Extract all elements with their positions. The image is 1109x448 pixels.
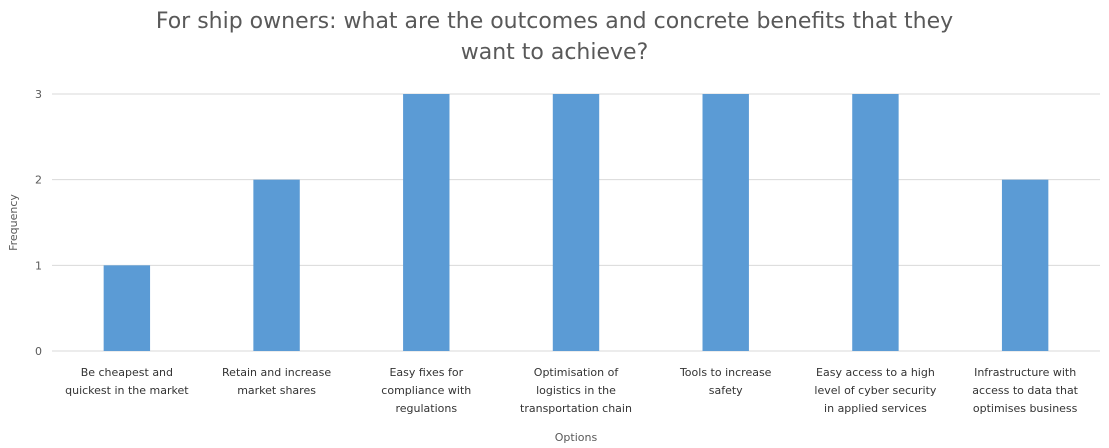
x-category-label-line: access to data that (972, 384, 1078, 397)
x-category-label-line: market shares (237, 384, 316, 397)
chart-title-line-1: For ship owners: what are the outcomes a… (155, 9, 954, 34)
x-category-label-line: Tools to increase (679, 366, 772, 379)
x-category-label: Optimisation of logistics in the transport… (520, 366, 632, 415)
x-category-label-line: level of cyber security (814, 384, 936, 397)
bars (103, 94, 1049, 351)
y-tick-label: 1 (35, 259, 42, 272)
x-category-label-line: Retain and increase (222, 366, 331, 379)
x-category-label: Easy access to a high level of cyber secu… (814, 366, 936, 415)
y-axis-ticks: 0 1 2 3 (35, 88, 42, 358)
x-category-label-line: logistics in the (536, 384, 616, 397)
bar (403, 94, 450, 351)
x-category-label-line: optimises business (973, 402, 1078, 415)
y-tick-label: 2 (35, 174, 42, 187)
x-category-label-line: Easy fixes for (389, 366, 463, 379)
bar (702, 94, 749, 351)
x-category-label-line: regulations (395, 402, 457, 415)
chart-title: For ship owners: what are the outcomes a… (0, 6, 1109, 68)
x-category-label-line: Easy access to a high (816, 366, 935, 379)
y-tick-label: 0 (35, 345, 42, 358)
y-tick-label: 3 (35, 88, 42, 101)
bar (253, 179, 300, 351)
bar (852, 94, 899, 351)
x-axis-categories: Be cheapest and quickest in the market Ret… (65, 366, 1079, 415)
x-category-label: Be cheapest and quickest in the market (65, 366, 189, 397)
y-axis-title: Frequency (7, 194, 20, 251)
x-category-label-line: transportation chain (520, 402, 632, 415)
x-category-label: Tools to increase safety (679, 366, 772, 397)
x-axis-title: Options (555, 431, 598, 444)
bar (103, 265, 151, 351)
x-category-label-line: Infrastructure with (974, 366, 1076, 379)
x-category-label-line: Optimisation of (534, 366, 620, 379)
x-category-label: Retain and increase market shares (222, 366, 331, 397)
x-category-label-line: compliance with (381, 384, 471, 397)
bar (552, 94, 600, 351)
x-category-label: Infrastructure with access to data that op… (972, 366, 1078, 415)
x-category-label-line: quickest in the market (65, 384, 189, 397)
x-category-label-line: in applied services (824, 402, 927, 415)
x-category-label-line: Be cheapest and (81, 366, 173, 379)
bar (1001, 179, 1049, 351)
x-category-label: Easy fixes for compliance with regulations (381, 366, 471, 415)
x-category-label-line: safety (709, 384, 743, 397)
chart-title-line-2: want to achieve? (460, 40, 649, 65)
